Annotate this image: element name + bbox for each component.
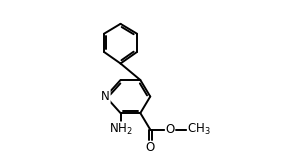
Text: N: N — [101, 90, 110, 103]
Text: O: O — [146, 141, 155, 154]
Text: CH$_3$: CH$_3$ — [187, 122, 211, 137]
Text: NH$_2$: NH$_2$ — [108, 122, 132, 137]
Text: O: O — [166, 123, 175, 136]
